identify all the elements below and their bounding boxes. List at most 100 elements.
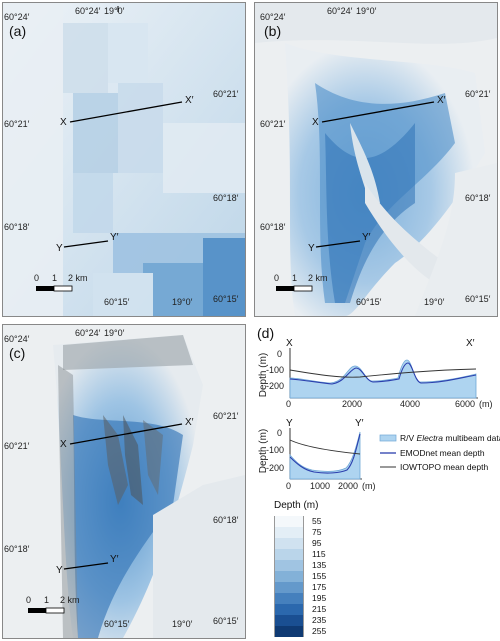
section-lines-b	[276, 101, 435, 292]
depth-value-195: 195	[312, 593, 327, 603]
map-c-raster	[3, 325, 245, 638]
profile-yy-ytick-0: 0	[277, 428, 283, 438]
panel-label-c: (c)	[9, 345, 26, 361]
y-label-b: Y	[308, 243, 315, 254]
lon-top-mid-a: 19°0′	[104, 6, 125, 16]
map-b-raster	[255, 3, 497, 316]
lat-left-mid-a: 60°21′	[4, 119, 30, 129]
profile-yy-start: Y	[286, 418, 293, 429]
lat-left-top-a: 60°24′	[4, 12, 30, 22]
profile-xx-xtick-3: 6000	[455, 399, 476, 409]
profile-xx-start: X	[286, 338, 293, 349]
depth-swatch-175	[274, 582, 304, 593]
lon-top-mid-b: 19°0′	[356, 6, 377, 16]
lat-right-bot-a: 60°18′	[213, 193, 239, 203]
profile-xx-end: X′	[466, 338, 475, 349]
map-panel-c	[2, 324, 246, 639]
profile-xx-xtick-2: 4000	[400, 399, 421, 409]
y-label-a: Y	[56, 243, 63, 254]
lat-left-top-c: 60°24′	[4, 334, 30, 344]
lat-left-bot-c: 60°18′	[4, 544, 30, 554]
profile-yy-emodnet-line	[289, 433, 361, 474]
depth-value-95: 95	[312, 538, 322, 548]
lat-left-bot-a: 60°18′	[4, 222, 30, 232]
legend-multibeam-label: R/V Electra multibeam data	[400, 433, 500, 443]
xp-label-a: X′	[185, 95, 194, 106]
scale-0-a: 0	[34, 273, 40, 283]
depth-swatch-215	[274, 604, 304, 615]
profile-yy-end: Y′	[355, 418, 364, 429]
lat-right-top-a: 60°21′	[213, 89, 239, 99]
legend-multibeam-italic: Electra	[416, 433, 443, 443]
depth-swatch-55	[274, 516, 304, 527]
scale-1-b: 1	[292, 273, 298, 283]
lon-top-c: 60°24′	[75, 328, 101, 338]
depth-value-235: 235	[312, 615, 327, 625]
legend-emodnet-label: EMODnet mean depth	[400, 448, 485, 458]
map-panel-b	[254, 2, 498, 317]
depth-value-115: 115	[312, 549, 326, 559]
x-label-b: X	[312, 117, 319, 128]
profile-yy-xtick-0: 0	[286, 481, 292, 491]
profile-yy-ytick-2: -200	[266, 463, 285, 473]
depth-swatch-235	[274, 615, 304, 626]
depth-value-135: 135	[312, 560, 327, 570]
depth-swatch-115	[274, 549, 304, 560]
profile-xx-emodnet-line	[289, 362, 477, 385]
scale-0-b: 0	[274, 273, 280, 283]
lon-bot-a: 19°0′	[172, 297, 193, 307]
depth-legend-swatches: 55 75 95 115 135 155 175 195 215 235 255	[274, 516, 326, 637]
lat-bot-c: 60°15′	[104, 619, 130, 629]
panel-label-b: (b)	[264, 23, 282, 39]
profile-xx-xtick-0: 0	[286, 399, 292, 409]
depth-value-155: 155	[312, 571, 327, 581]
profile-yy-xtick-2: 2000	[338, 481, 359, 491]
depth-value-215: 215	[312, 604, 327, 614]
lat-right-bot-c: 60°18′	[213, 515, 239, 525]
depth-swatch-255	[274, 626, 304, 637]
profile-yy-xtick-1: 1000	[310, 481, 331, 491]
lon-top-b: 60°24′	[327, 6, 353, 16]
lon-top-a: 60°24′	[75, 6, 101, 16]
depth-legend: Depth (m) 55 75 95 115 135 155 175 195 215 235 255	[268, 500, 358, 640]
yp-label-a: Y′	[110, 232, 119, 243]
depth-legend-title: Depth (m)	[274, 500, 319, 511]
scale-1-a: 1	[52, 273, 58, 283]
map-a-raster	[3, 3, 245, 316]
depth-value-255: 255	[312, 626, 327, 636]
lon-bot-b: 19°0′	[424, 297, 445, 307]
lat-left-top-b: 60°24′	[260, 12, 286, 22]
legend-iowtopo-label: IOWTOPO mean depth	[400, 462, 489, 472]
panel-label-a: (a)	[9, 23, 27, 39]
lon-bot-c: 19°0′	[172, 619, 193, 629]
depth-swatch-195	[274, 593, 304, 604]
map-panel-a	[2, 2, 246, 317]
depth-swatch-155	[274, 571, 304, 582]
lat-right-bot-b: 60°18′	[465, 193, 491, 203]
legend-multibeam-prefix: R/V	[400, 433, 417, 443]
profile-xx-ytick-2: -200	[266, 381, 285, 391]
profile-xx-iowtopo-line	[289, 368, 477, 378]
lon-top-mid-c: 19°0′	[104, 328, 125, 338]
xp-label-b: X′	[437, 95, 446, 106]
profile-xx-xtick-1: 2000	[342, 399, 363, 409]
section-lines-c	[28, 423, 183, 614]
profile-yy-multibeam-area	[289, 431, 361, 480]
profile-yy-xunit: (m)	[362, 481, 376, 491]
lat-left-mid-b: 60°21′	[260, 119, 286, 129]
depth-swatch-95	[274, 538, 304, 549]
depth-swatch-75	[274, 527, 304, 538]
profile-yy-ytick-1: -100	[266, 445, 285, 455]
lat-left-bot-b: 60°18′	[260, 222, 286, 232]
x-label-a: X	[60, 117, 67, 128]
yp-label-b: Y′	[362, 232, 371, 243]
profile-yy-iowtopo-line	[289, 439, 361, 455]
legend-key-multibeam	[379, 434, 397, 442]
depth-value-75: 75	[312, 527, 322, 537]
depth-value-55: 55	[312, 516, 322, 526]
lat-right-top-b: 60°21′	[465, 89, 491, 99]
scale-1-c: 1	[44, 595, 50, 605]
